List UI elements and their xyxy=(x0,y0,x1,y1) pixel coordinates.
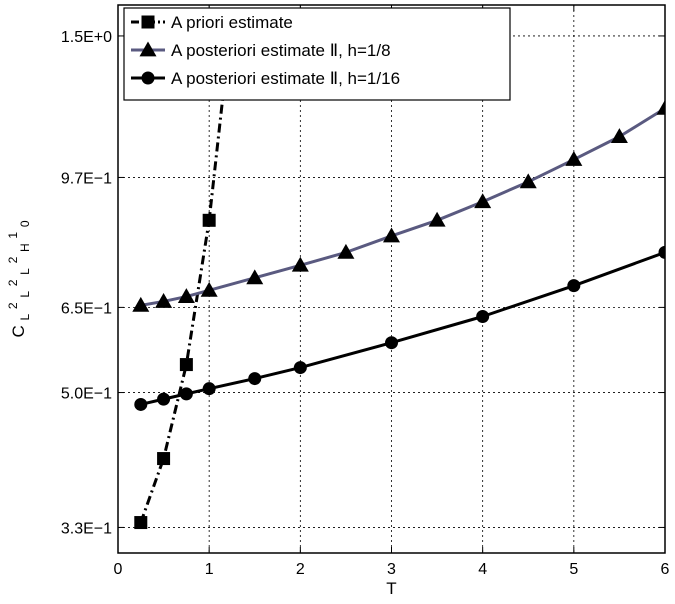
data-point-posteriori-h8 xyxy=(656,99,665,115)
x-tick-label: 0 xyxy=(114,561,123,578)
svg-text:C L 2 L: C L 2 L 2 L 2 H 1 0 xyxy=(2,220,33,337)
y-label-sup4: 1 xyxy=(6,232,20,239)
data-point-posteriori-h8 xyxy=(177,288,195,303)
data-point-posteriori-h8 xyxy=(200,281,218,297)
data-point-posteriori-h8 xyxy=(155,292,173,308)
data-point-posteriori-h8 xyxy=(291,256,309,272)
data-point-posteriori-h8 xyxy=(519,173,537,189)
data-point-posteriori-h16 xyxy=(202,382,216,396)
data-point-a-priori xyxy=(202,213,216,227)
data-point-posteriori-h8 xyxy=(337,243,355,259)
data-point-posteriori-h8 xyxy=(428,211,446,227)
y-label-base: C xyxy=(9,325,28,337)
legend-entry-posteriori-h16: A posteriori estimate Ⅱ, h=1/16 xyxy=(131,69,400,88)
x-tick-label: 5 xyxy=(569,561,578,578)
x-axis-label: T xyxy=(386,579,396,598)
legend-label: A posteriori estimate Ⅱ, h=1/16 xyxy=(171,69,400,88)
y-tick-label: 3.3E−1 xyxy=(61,520,112,537)
series-posteriori-h8 xyxy=(132,99,665,312)
data-point-posteriori-h16 xyxy=(658,245,665,259)
y-tick-label: 6.5E−1 xyxy=(61,300,112,317)
legend-marker xyxy=(139,41,157,57)
legend-marker xyxy=(141,15,155,29)
y-tick-label: 5.0E−1 xyxy=(61,386,112,403)
y-axis-label: C L 2 L 2 L 2 H 1 0 xyxy=(2,220,33,337)
data-point-posteriori-h16 xyxy=(134,397,148,411)
y-label-sup2: 2 xyxy=(6,279,20,286)
series-layer xyxy=(132,8,665,530)
x-tick-label: 6 xyxy=(661,561,670,578)
data-point-a-priori xyxy=(134,516,148,530)
y-label-sup3: 2 xyxy=(6,256,20,263)
y-label-sup1: 2 xyxy=(6,302,20,309)
data-point-posteriori-h16 xyxy=(157,392,171,406)
data-point-posteriori-h8 xyxy=(610,128,628,143)
y-label-sub4: H xyxy=(18,243,32,252)
y-label-sub3: L xyxy=(18,268,32,275)
series-line-posteriori-h16 xyxy=(140,250,665,406)
ticks: 0 1 2 3 4 5 6 3.3E−1 5.0E−1 6.5E−1 9.7E−1 1.5E+0 xyxy=(61,5,670,578)
legend: A priori estimate A posteriori estimate Ⅱ… xyxy=(123,7,511,101)
data-point-a-priori xyxy=(157,452,171,466)
data-point-posteriori-h16 xyxy=(179,387,193,401)
legend-box xyxy=(123,7,511,101)
y-label-sub2: L xyxy=(18,291,32,298)
y-tick-label: 9.7E−1 xyxy=(61,170,112,187)
x-tick-label: 3 xyxy=(387,561,396,578)
legend-label: A priori estimate xyxy=(171,13,293,32)
data-point-posteriori-h8 xyxy=(474,193,492,209)
x-tick-label: 2 xyxy=(296,561,305,578)
legend-entry-a-priori: A priori estimate xyxy=(131,13,293,32)
series-line-a-priori xyxy=(139,14,234,524)
x-tick-label: 1 xyxy=(205,561,214,578)
data-point-posteriori-h16 xyxy=(567,279,581,293)
data-point-posteriori-h16 xyxy=(385,336,398,350)
data-point-posteriori-h8 xyxy=(565,151,583,166)
data-point-posteriori-h8 xyxy=(246,269,264,285)
x-tick-label: 4 xyxy=(478,561,487,578)
y-tick-label: 1.5E+0 xyxy=(61,29,112,46)
legend-marker xyxy=(141,71,155,85)
data-point-posteriori-h16 xyxy=(293,361,307,375)
legend-label: A posteriori estimate Ⅱ, h=1/8 xyxy=(171,41,391,60)
data-point-a-priori xyxy=(179,358,193,372)
data-point-posteriori-h8 xyxy=(383,227,400,243)
y-label-sub5: 0 xyxy=(18,220,32,227)
data-point-posteriori-h16 xyxy=(248,372,262,386)
y-label-sub1: L xyxy=(18,314,32,321)
series-posteriori-h16 xyxy=(134,245,665,411)
data-point-posteriori-h16 xyxy=(476,310,490,324)
data-point-posteriori-h8 xyxy=(132,296,150,312)
legend-entry-posteriori-h8: A posteriori estimate Ⅱ, h=1/8 xyxy=(131,41,391,60)
